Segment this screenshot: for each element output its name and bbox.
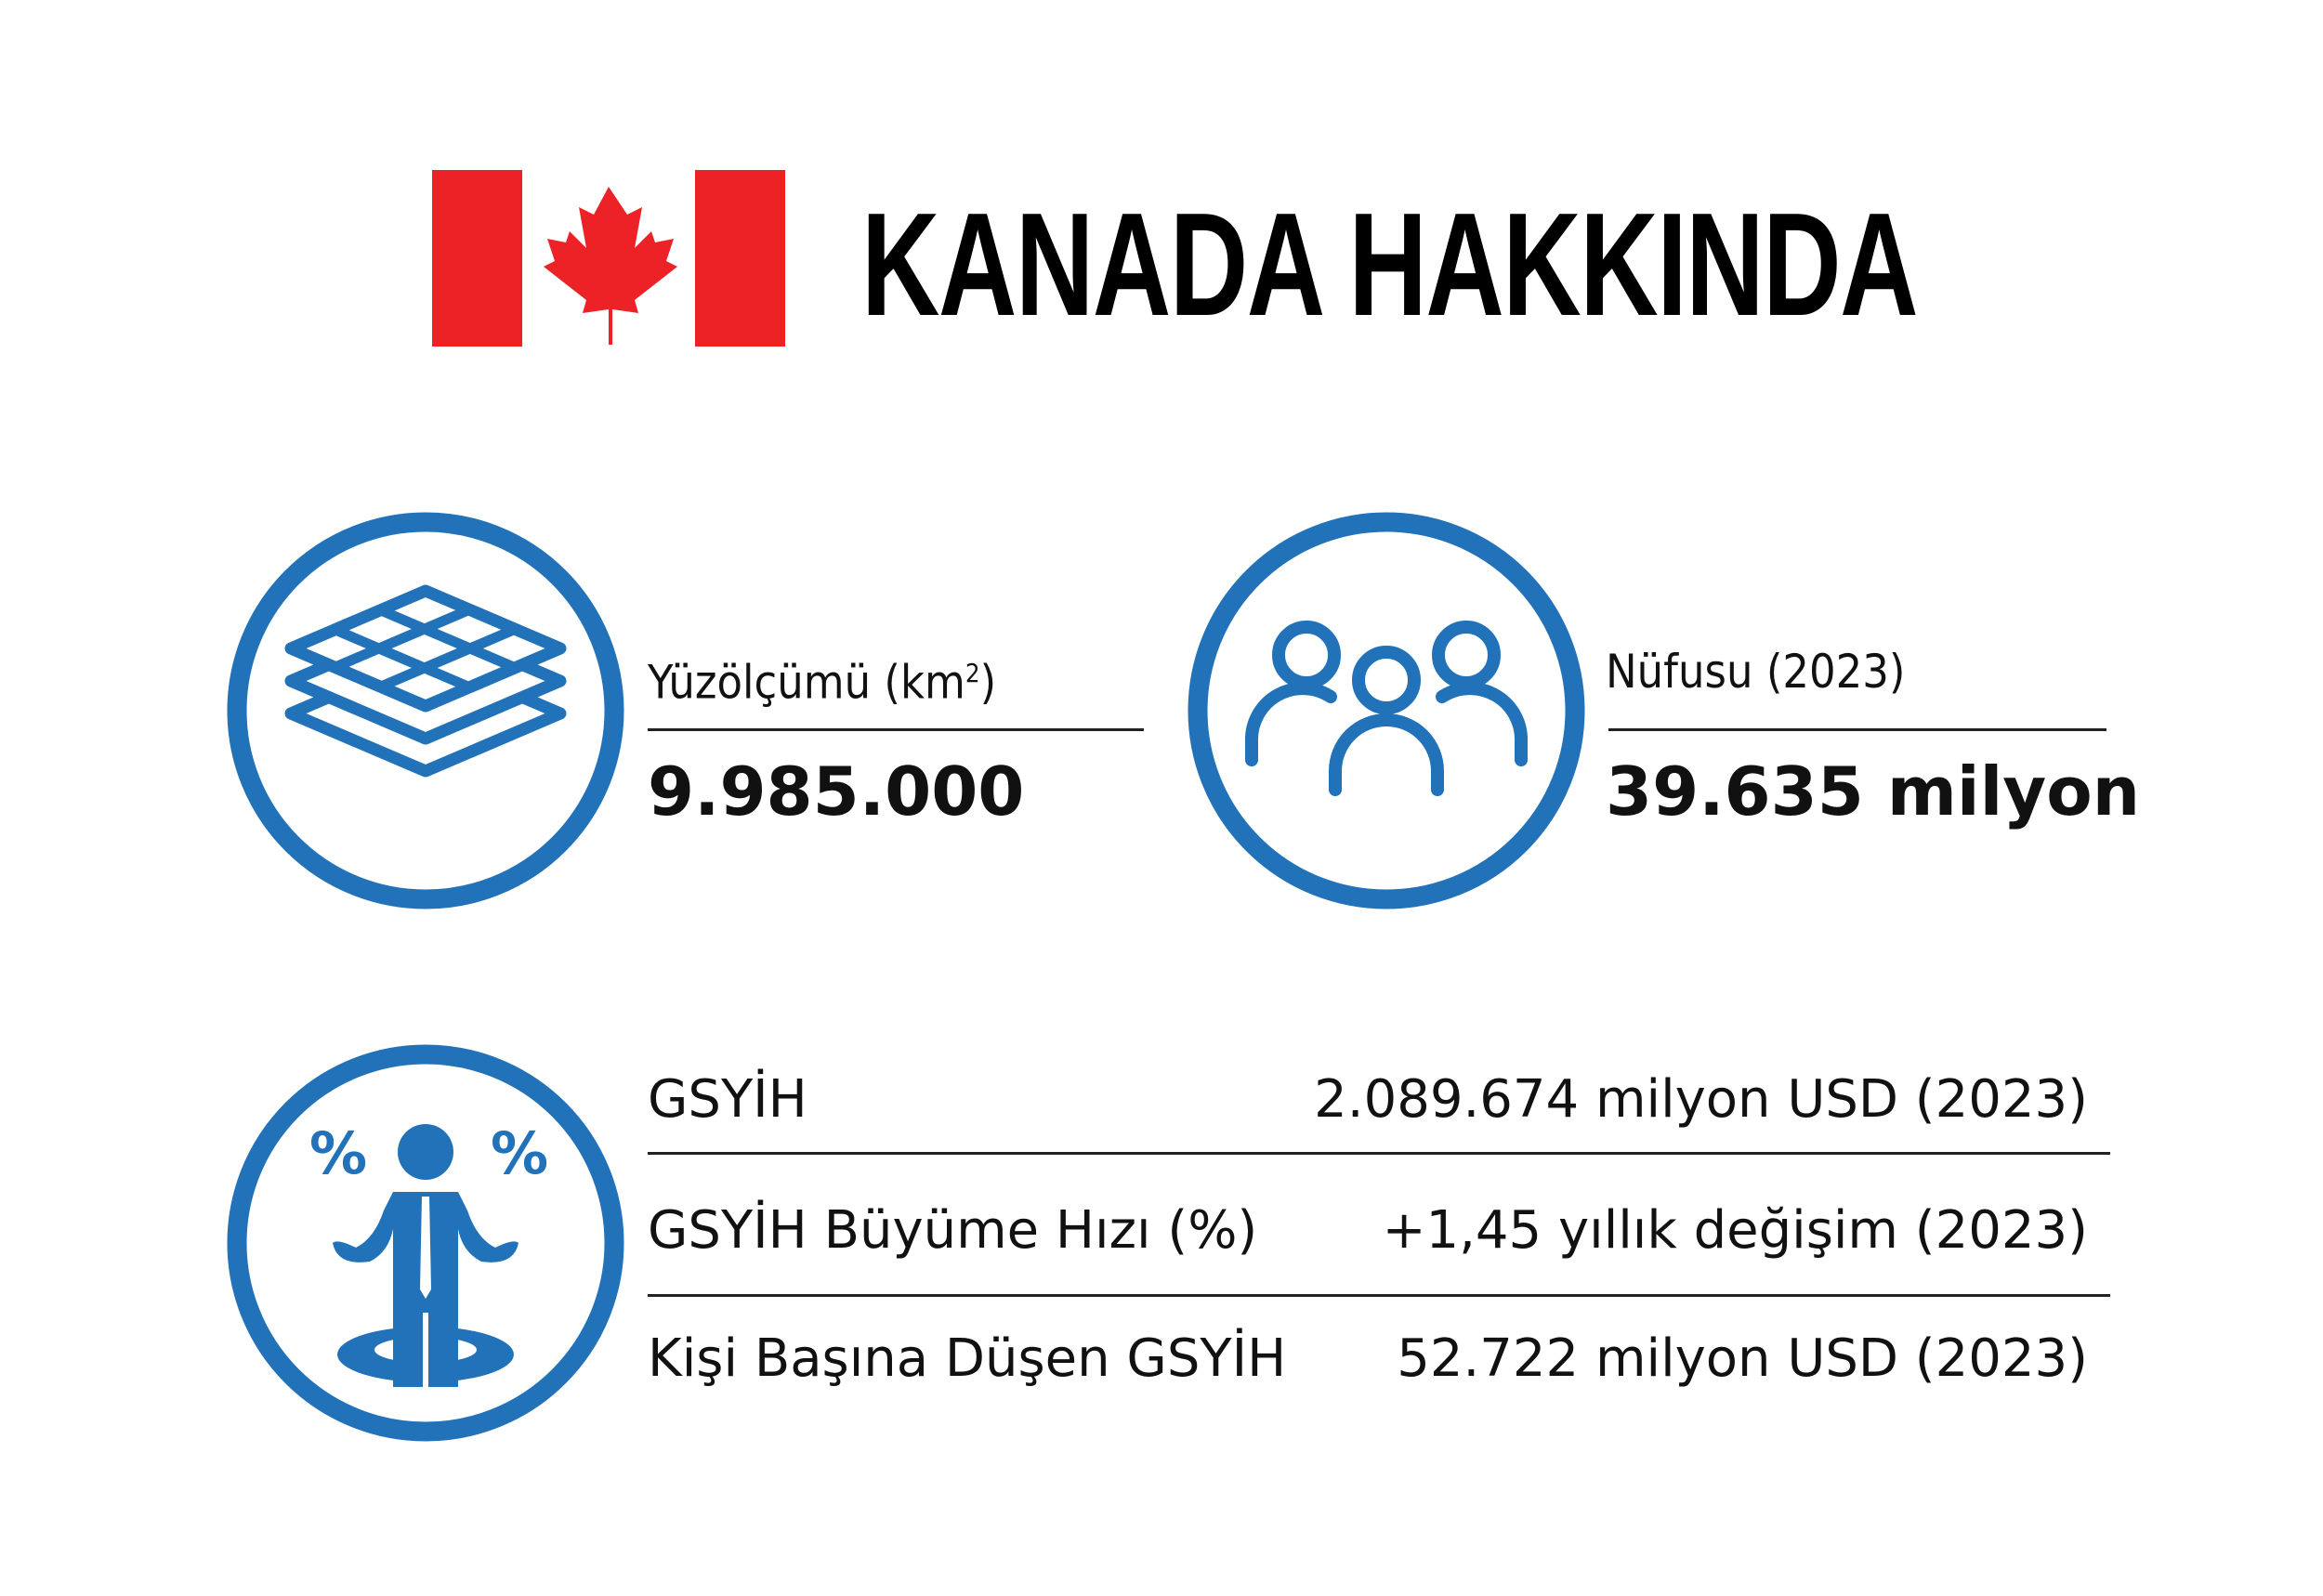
gdp-per-capita-value: 52.722 milyon USD (2023) — [1397, 1328, 2088, 1389]
divider — [648, 1152, 2110, 1155]
canada-flag-icon — [432, 170, 785, 347]
gdp-per-capita-row: Kişi Başına Düşen GSYİH 52.722 milyon US… — [648, 1321, 2088, 1395]
divider — [648, 1294, 2110, 1297]
divider — [1608, 728, 2106, 731]
area-value: 9.985.000 — [648, 752, 1025, 831]
businessman-percent-icon: % % — [227, 1044, 624, 1442]
percent-symbol-right: % — [491, 1119, 548, 1187]
gdp-per-capita-label: Kişi Başına Düşen GSYİH — [648, 1328, 1287, 1389]
layers-grid-icon — [227, 512, 624, 909]
gdp-growth-row: GSYİH Büyüme Hızı (%) +1,45 yıllık değiş… — [648, 1193, 2088, 1267]
people-group-icon — [1188, 512, 1585, 909]
gdp-growth-label: GSYİH Büyüme Hızı (%) — [648, 1199, 1258, 1261]
divider — [648, 728, 1144, 731]
population-value: 39.635 milyon — [1606, 752, 2140, 831]
page-title: KANADA HAKKINDA — [861, 183, 1919, 347]
gdp-label: GSYİH — [648, 1068, 807, 1130]
population-label: Nüfusu (2023) — [1606, 645, 1906, 699]
gdp-value: 2.089.674 milyon USD (2023) — [1314, 1068, 2088, 1130]
area-label: Yüzölçümü (km2) — [648, 655, 997, 710]
percent-symbol-left: % — [309, 1119, 367, 1187]
gdp-growth-value: +1,45 yıllık değişim (2023) — [1382, 1199, 2088, 1261]
gdp-row: GSYİH 2.089.674 milyon USD (2023) — [648, 1062, 2088, 1136]
